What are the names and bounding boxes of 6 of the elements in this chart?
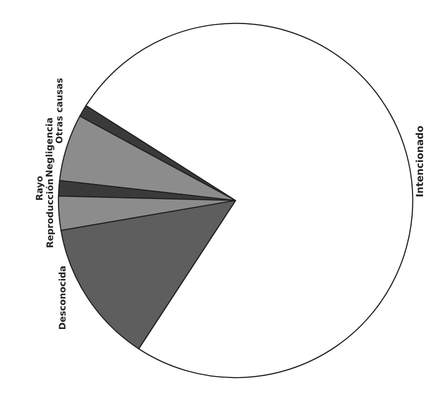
slice-label: Reproducción (46, 179, 55, 248)
slice-label: Negligencia (46, 118, 54, 176)
slice-label: Otras causas (56, 78, 62, 144)
slice-label: Intencionado (416, 126, 424, 196)
slice-label: Rayo (36, 176, 44, 200)
slice-label: Desconocida (58, 266, 66, 330)
